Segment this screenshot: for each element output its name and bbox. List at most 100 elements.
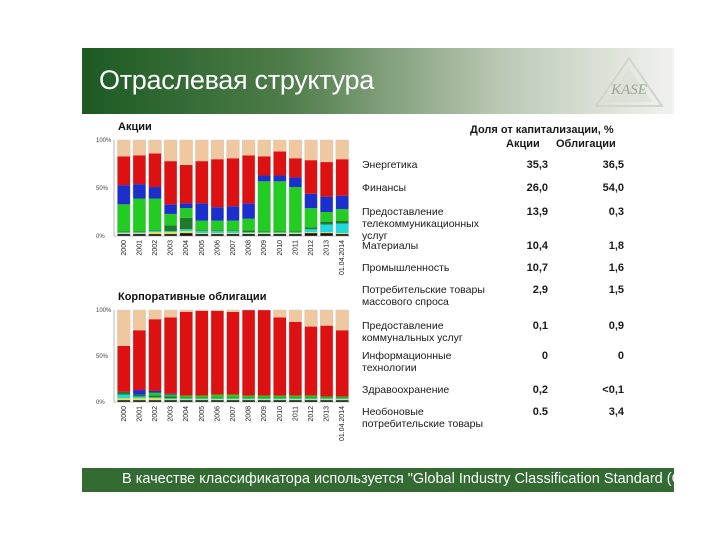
bar-segment-consumer [211,231,224,234]
bar-segment-telecom [164,204,177,214]
bar-segment-utilities [164,399,177,401]
bar-segment-finance [179,164,193,204]
table-row-name: Потребительские товары массового спроса [362,284,485,308]
bar-outline [226,309,240,403]
bar-segment-industry [320,221,333,225]
bar-outline [288,309,302,403]
bar-outline [319,309,334,403]
bar-segment-utilities [242,399,255,401]
bar-segment-finance [179,311,193,396]
bar-segment-industry [117,391,131,395]
bar-segment-finance [117,345,131,392]
x-tick-label: 2001 [136,240,143,256]
bar-segment-consumer [273,398,287,400]
y-tick-label: 0% [96,400,105,406]
bar-segment-energy [226,220,240,231]
x-tick-label: 2004 [183,240,190,256]
bar-segment-utilities [257,233,271,235]
y-tick-label: 50% [96,186,109,192]
bar-segment-materials [335,310,349,331]
bar-segment-finance [133,330,146,391]
bar-segment-telecom [273,175,287,182]
bar-segment-telecom [117,185,131,205]
bar-segment-telecom [133,390,146,395]
bar-segment-industry [195,397,209,399]
bar-segment-other [211,234,224,236]
bar-segment-energy [257,395,271,398]
y-tick-label: 0% [96,234,105,240]
bar-segment-materials [211,310,224,311]
bar-segment-energy [289,187,302,232]
table-row-bonds: 36,5 [602,159,624,171]
x-tick-label: 2012 [308,406,315,422]
x-tick-label: 2011 [292,406,299,421]
bar-segment-utilities [242,233,255,235]
bar-segment-consumer [117,394,131,399]
bar-segment-consumer [164,231,177,233]
bar-segment-consumer [133,396,146,399]
chart-title: Акции [118,121,152,133]
x-tick-label: 2003 [168,240,175,256]
bar-segment-finance [304,326,318,396]
bar-segment-materials [148,140,162,154]
bar-segment-materials [164,140,177,162]
bar-segment-industry [148,395,162,398]
bar-segment-materials [164,310,177,318]
bar-segment-materials [257,140,271,157]
table-row-name: Энергетика [362,159,418,171]
bar-segment-utilities [117,233,131,235]
bar-segment-utilities [148,232,162,235]
bar-segment-materials [289,310,302,322]
bar-outline [273,309,287,403]
x-tick-label: 2006 [214,406,221,422]
bar-segment-industry [211,397,224,399]
bar-segment-energy [179,395,193,398]
y-tick-label: 100% [96,308,112,314]
bar-segment-energy [335,209,349,221]
bar-segment-industry [226,230,240,232]
bar-segment-energy [242,395,255,398]
kase-logo: KASE [594,56,664,107]
bar-segment-finance [273,151,287,176]
table-row-bonds: 1,8 [608,240,624,252]
bar-segment-consumer [211,398,224,400]
x-tick-label: 2007 [230,406,237,422]
bar-segment-other [148,234,162,236]
bar-segment-finance [335,330,349,397]
bar-segment-materials [211,140,224,160]
bar-segment-energy [289,395,302,398]
bar-outline [210,309,224,403]
bar-segment-finance [304,160,318,194]
bar-segment-finance [211,159,224,208]
bar-segment-industry [289,231,302,233]
x-tick-label: 2002 [152,240,159,256]
bar-segment-utilities [273,233,287,235]
bar-segment-other [164,400,177,402]
table-row-bonds: 1,5 [608,284,624,296]
bar-segment-other [211,400,224,402]
bar-outline [319,139,334,237]
bar-segment-materials [320,310,333,326]
bar-segment-energy [133,198,146,232]
bar-outline [335,309,349,403]
bar-segment-finance [320,162,333,197]
table-row-name: Промышленность [362,262,450,274]
x-tick-label: 2013 [324,240,331,256]
bar-segment-energy [257,181,271,232]
charts-area: Акции 0% 50% 100% 2000 2001 2002 2003 2004 2005 20… [96,121,350,441]
bar-segment-telecom [148,187,162,199]
bar-segment-energy [320,212,333,222]
bar-outline [132,139,146,237]
bar-segment-consumer [179,398,193,400]
bar-outline [210,139,224,237]
x-tick-label: 2010 [277,406,284,422]
x-tick-label: 2002 [152,406,159,422]
bar-segment-energy [211,394,224,398]
bar-segment-finance [148,319,162,391]
bar-outline [241,309,256,403]
bar-segment-consumer [242,232,255,234]
x-tick-label: 2003 [168,406,175,422]
bar-segment-consumer [289,398,302,400]
table-row-stocks: 10,4 [526,240,548,252]
bar-segment-telecom [195,203,209,221]
